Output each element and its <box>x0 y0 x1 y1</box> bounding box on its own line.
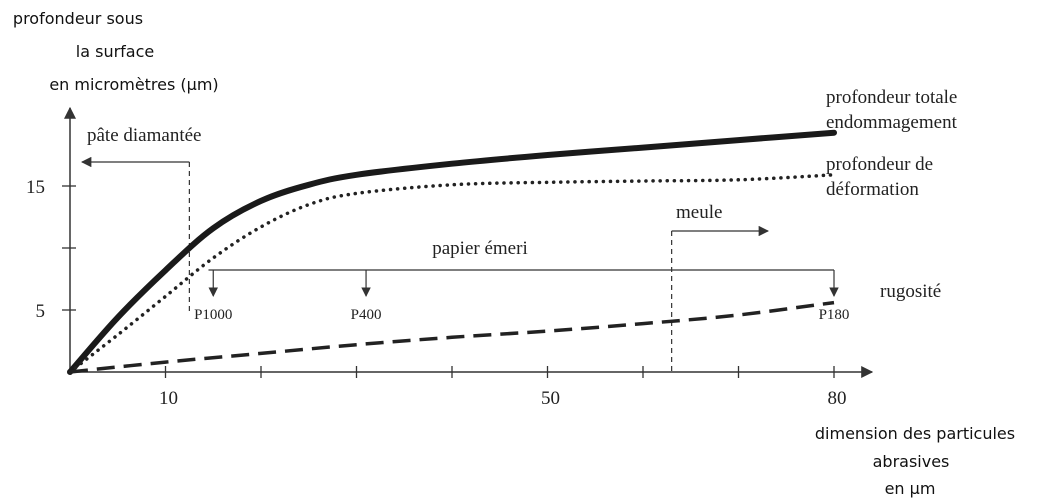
y-axis-label-line-1: profondeur sous <box>13 9 143 28</box>
y-tick-label: 5 <box>36 301 46 322</box>
y-axis-label: profondeur sous la surface en micromètre… <box>13 9 219 94</box>
y-tick-label: 15 <box>26 177 45 198</box>
axis-ticks: 10 50 80 5 15 <box>26 177 847 409</box>
y-axis-label-line-3: en micromètres (µm) <box>49 75 218 94</box>
series-label: profondeur totale <box>826 87 957 108</box>
series-labels: profondeur totale endommagement profondeur… <box>826 87 958 302</box>
series-label: déformation <box>826 179 919 200</box>
series-line <box>69 300 835 374</box>
series-label: rugosité <box>880 281 941 302</box>
pate-diamantee-label: pâte diamantée <box>87 125 201 146</box>
series-label: endommagement <box>826 112 958 133</box>
papier-emeri-mark-label: P1000 <box>194 307 232 323</box>
annotations: pâte diamantée meule papier émeri P1000 P400… <box>80 125 850 372</box>
x-axis-label-line-3: en µm <box>885 479 936 498</box>
series-group <box>67 129 837 375</box>
papier-emeri-mark-label: P180 <box>819 307 850 323</box>
series-line <box>68 173 836 374</box>
x-axis-label: dimension des particules abrasives en µm <box>815 424 1015 498</box>
y-axis-label-line-2: la surface <box>76 42 154 61</box>
papier-emeri-label: papier émeri <box>432 238 527 259</box>
x-axis-label-line-1: dimension des particules <box>815 424 1015 443</box>
papier-emeri-mark-label: P400 <box>351 307 382 323</box>
series-label: profondeur de <box>826 154 933 175</box>
x-tick-label: 10 <box>159 388 178 409</box>
x-tick-label: 50 <box>541 388 560 409</box>
meule-label: meule <box>676 202 722 223</box>
series-line <box>67 129 837 375</box>
x-axis-label-line-2: abrasives <box>873 452 950 471</box>
x-tick-label: 80 <box>828 388 847 409</box>
